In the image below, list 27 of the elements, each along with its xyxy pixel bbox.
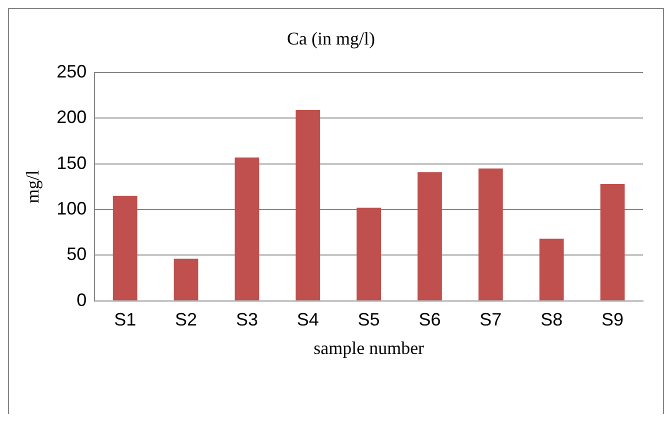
bar — [296, 110, 320, 300]
bar — [234, 157, 260, 300]
x-axis-title: sample number — [314, 338, 424, 358]
bar — [418, 172, 442, 300]
y-axis-title: mg/l — [22, 170, 43, 204]
x-tick-label: S3 — [236, 310, 258, 330]
y-tick-label: 200 — [56, 107, 87, 128]
x-tick-label: S6 — [418, 310, 441, 330]
x-tick-label: S9 — [602, 310, 624, 330]
bar — [478, 168, 503, 300]
bar — [539, 238, 564, 300]
x-tick-label: S5 — [358, 310, 380, 330]
y-tick-label: 100 — [56, 198, 87, 218]
bar — [112, 196, 138, 300]
x-tick-label: S1 — [114, 310, 136, 330]
y-tick-label: 250 — [56, 62, 87, 82]
y-tick-label: 0 — [76, 290, 87, 310]
y-tick-label: 150 — [56, 152, 87, 173]
bar — [174, 258, 198, 300]
x-tick-label: S2 — [175, 310, 198, 330]
y-tick-label: 50 — [66, 244, 87, 264]
x-tick-label: S4 — [296, 310, 319, 330]
x-tick-label: S7 — [480, 310, 502, 330]
bar — [356, 208, 381, 300]
bar — [600, 184, 625, 300]
chart-title: Ca (in mg/l) — [287, 28, 375, 49]
x-tick-label: S8 — [540, 310, 563, 330]
